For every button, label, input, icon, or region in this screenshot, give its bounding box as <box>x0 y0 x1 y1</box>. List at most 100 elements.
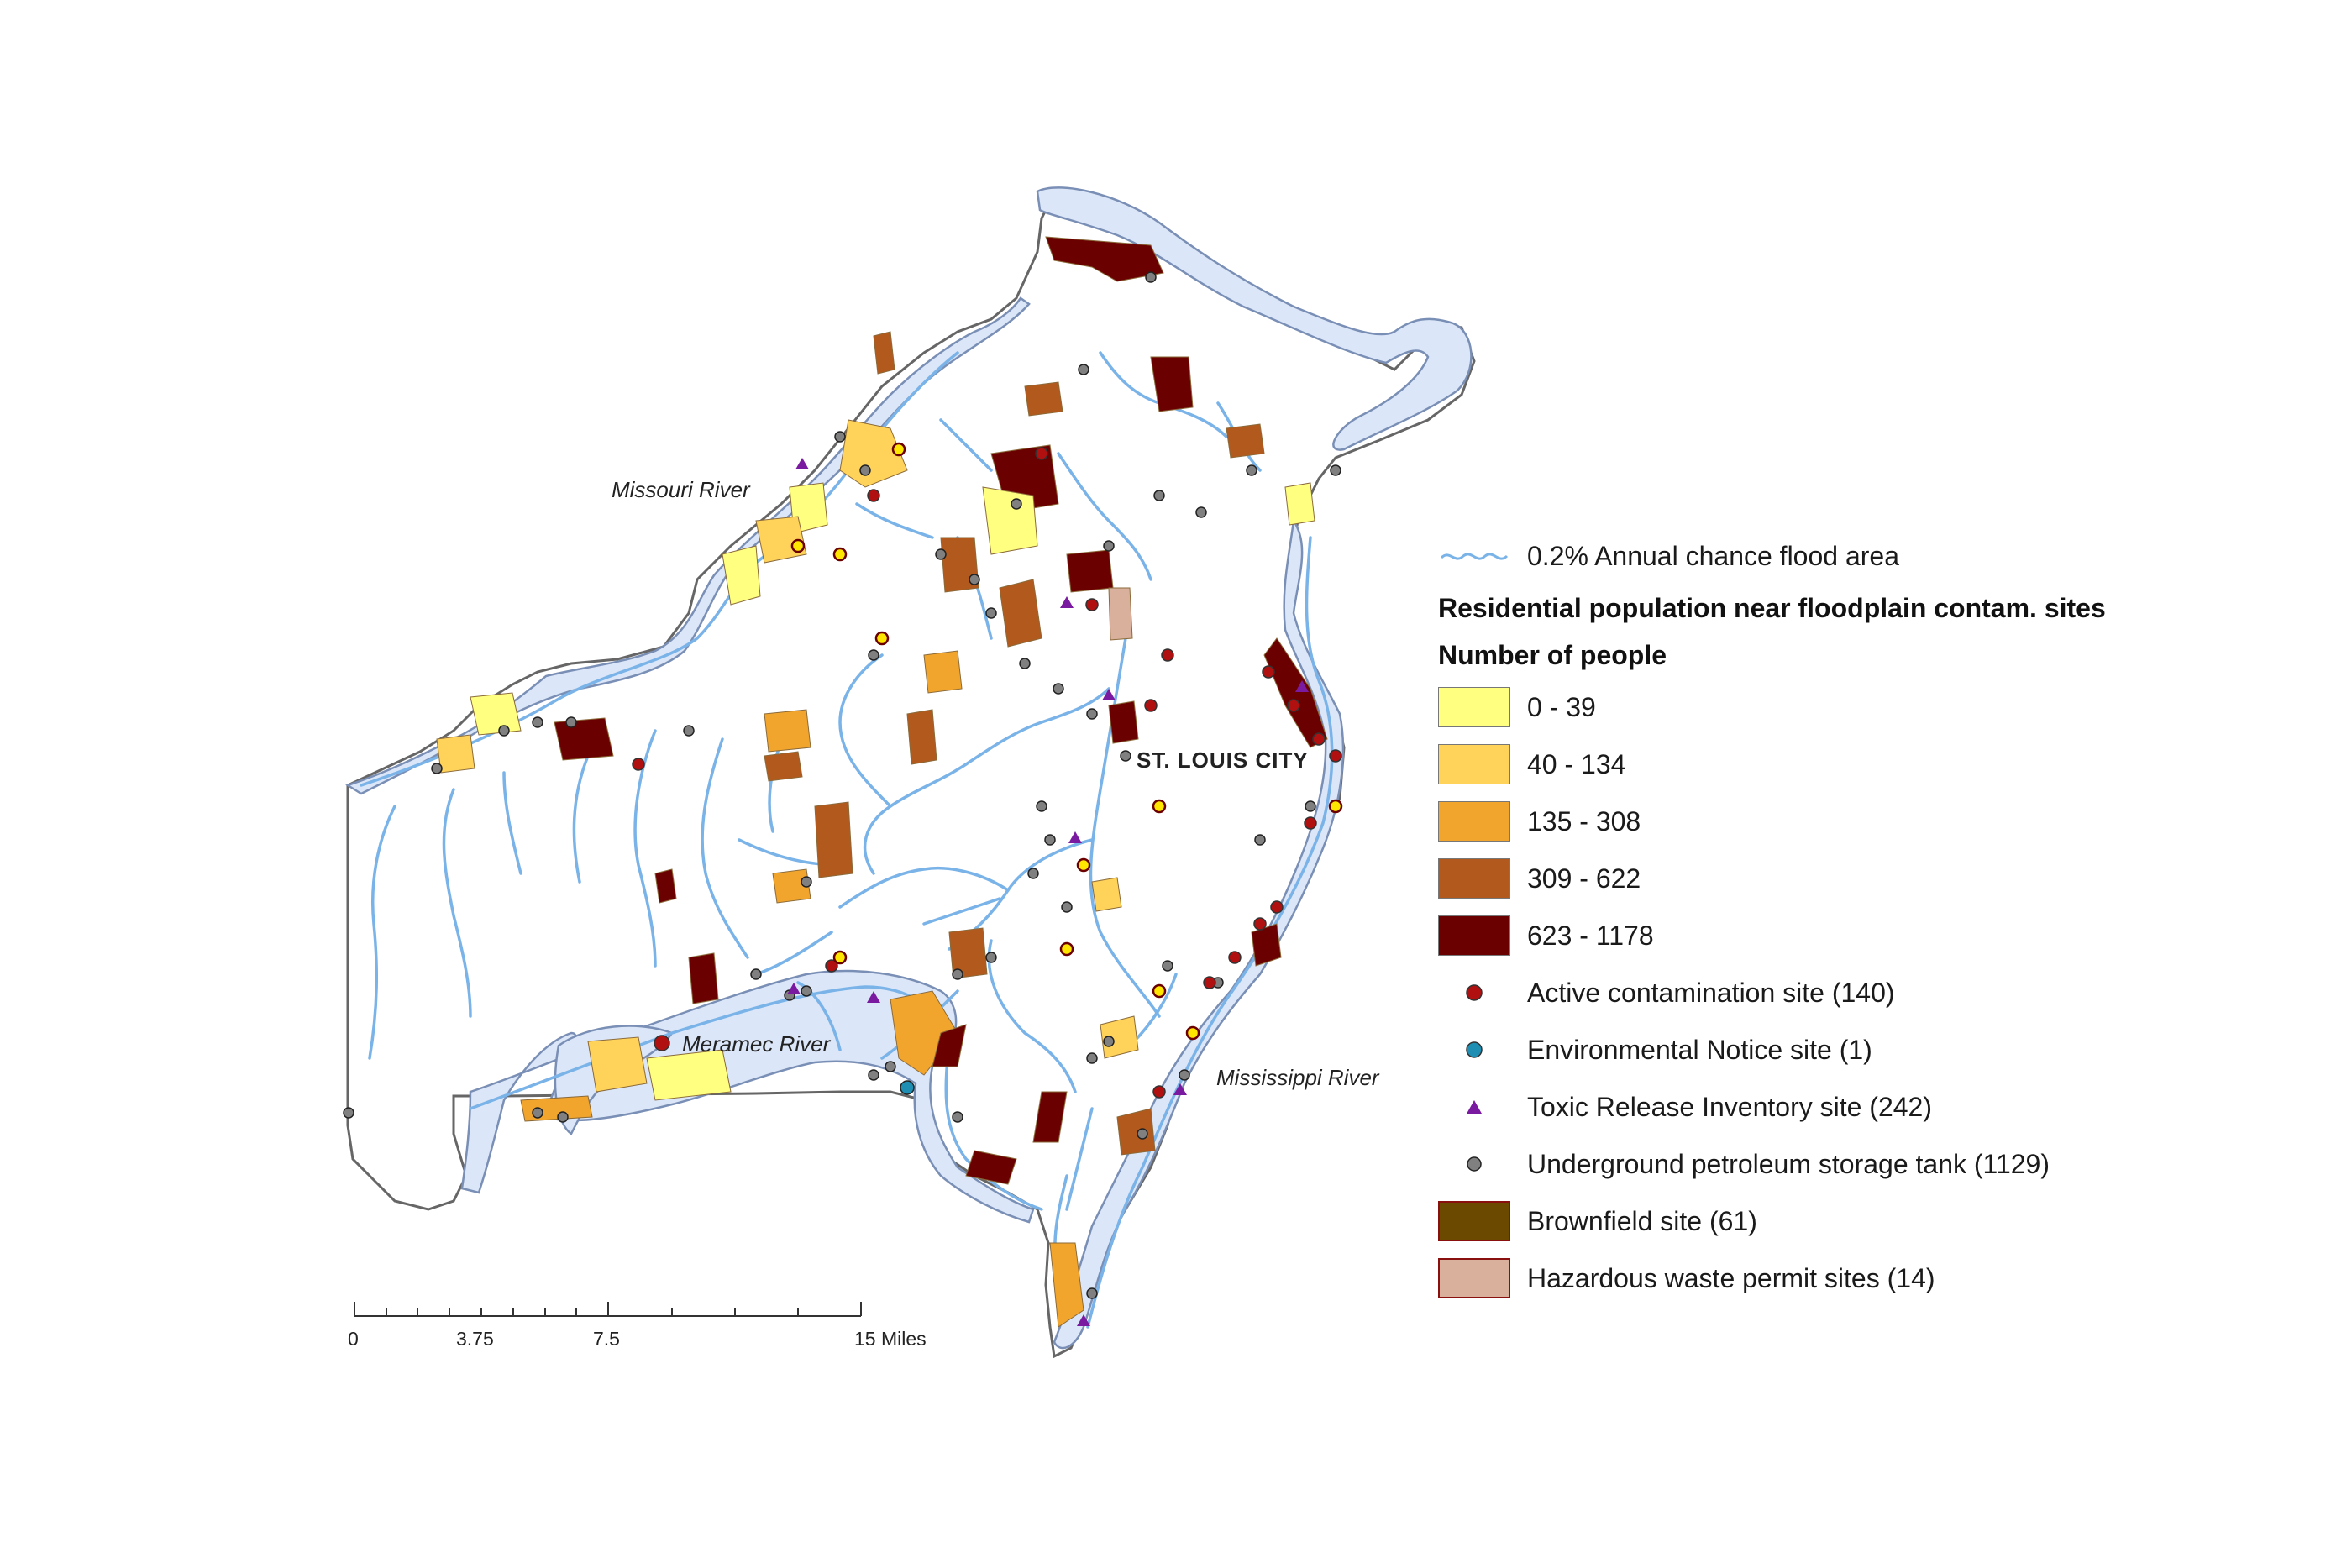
pop-block <box>873 331 895 375</box>
tri-site <box>1173 1083 1187 1095</box>
active-site-icon <box>1438 973 1510 1013</box>
ust-site <box>1179 1069 1190 1081</box>
legend-active-site: Active contamination site (140) <box>1438 964 2320 1021</box>
legend-class-3: 135 - 308 <box>1438 793 2320 850</box>
pop-block <box>814 801 853 878</box>
ust-site <box>1053 683 1064 695</box>
pop-block <box>470 692 522 736</box>
active-site <box>1262 665 1275 679</box>
active-site <box>825 959 838 973</box>
active-site <box>1203 976 1216 989</box>
active-site <box>1228 951 1242 964</box>
legend-swatch <box>1438 858 1510 899</box>
highlighted-site <box>1076 857 1091 873</box>
pop-block <box>999 579 1042 648</box>
ust-site <box>565 716 577 728</box>
scale-tick-0: 0 <box>348 1328 359 1350</box>
active-site <box>1270 900 1284 914</box>
ust-site <box>859 464 871 476</box>
scale-bar <box>354 1302 862 1317</box>
legend-class-5: 623 - 1178 <box>1438 907 2320 964</box>
ust-site <box>952 1111 963 1123</box>
ust-site <box>1246 464 1257 476</box>
pop-block <box>1108 587 1133 641</box>
ust-site <box>801 985 812 997</box>
pop-block <box>965 1150 1017 1185</box>
tri-site <box>795 458 809 469</box>
ust-site <box>532 716 543 728</box>
flood-area-meramec <box>460 969 1035 1224</box>
tri-site <box>867 991 880 1003</box>
ust-site <box>1145 271 1157 283</box>
ust-site <box>885 1061 896 1072</box>
pop-block <box>1024 381 1063 417</box>
highlighted-site <box>891 442 906 457</box>
active-site <box>632 758 645 771</box>
tri-site <box>1295 680 1309 692</box>
flood-area-mississippi <box>1053 517 1345 1350</box>
legend-class-label: 623 - 1178 <box>1527 920 1654 951</box>
active-site <box>1312 732 1326 746</box>
legend-class-1: 0 - 39 <box>1438 679 2320 736</box>
pop-block <box>1226 423 1265 459</box>
scale-tick-3: 15 Miles <box>854 1328 927 1350</box>
scale-tick-1: 3.75 <box>456 1328 494 1350</box>
pop-block <box>1150 356 1194 412</box>
ust-site <box>1103 540 1115 552</box>
missouri-river-label: Missouri River <box>612 477 751 502</box>
tri-site <box>1102 689 1116 700</box>
ust-site <box>952 968 963 980</box>
ust-site <box>868 1069 879 1081</box>
active-site <box>1152 1085 1166 1099</box>
legend-hazwaste: Hazardous waste permit sites (14) <box>1438 1250 2320 1307</box>
legend-subtitle: Number of people <box>1438 639 1667 670</box>
flood-line-icon <box>1438 536 1510 576</box>
legend-swatch <box>1438 744 1510 784</box>
pop-block <box>654 868 677 904</box>
legend-ust-label: Underground petroleum storage tank (1129… <box>1527 1148 2050 1179</box>
active-site <box>867 489 880 502</box>
legend-class-label: 135 - 308 <box>1527 805 1641 836</box>
ust-site <box>801 876 812 888</box>
active-site <box>1144 699 1158 712</box>
pop-block <box>932 1024 967 1067</box>
env-notice-icon <box>1438 1030 1510 1070</box>
highlighted-site <box>874 631 890 646</box>
active-sites <box>632 447 1342 1099</box>
pop-block <box>1045 236 1164 282</box>
legend-flood-area: 0.2% Annual chance flood area <box>1438 527 2320 585</box>
tri-site <box>1068 831 1082 843</box>
pop-block <box>520 1095 593 1122</box>
pop-block <box>688 952 719 1004</box>
tri-site <box>1060 596 1074 608</box>
ust-site <box>1086 1287 1098 1299</box>
highlighted-site <box>832 950 848 965</box>
flood-area-north <box>1036 186 1473 451</box>
ust-site <box>431 763 443 774</box>
ust-site <box>1120 750 1131 762</box>
ust-site <box>1195 506 1207 518</box>
flood-area-missouri <box>345 296 1031 795</box>
ust-site <box>1153 490 1165 501</box>
ust-site <box>1305 800 1316 812</box>
ust-site <box>1103 1036 1115 1047</box>
active-site <box>1287 699 1300 712</box>
pop-block <box>923 650 963 694</box>
legend-class-label: 0 - 39 <box>1527 691 1596 722</box>
legend-swatch <box>1438 801 1510 842</box>
pop-block <box>948 927 988 979</box>
legend-title: Residential population near floodplain c… <box>1438 592 2106 623</box>
ust-site <box>498 725 510 737</box>
ust-site <box>985 952 997 963</box>
ust-icon <box>1438 1144 1510 1184</box>
pop-block <box>1066 549 1114 593</box>
ust-site <box>985 607 997 619</box>
pop-block <box>1091 877 1122 912</box>
active-site <box>1253 917 1267 931</box>
meramec-river-label: Meramec River <box>682 1031 832 1057</box>
legend-hazwaste-label: Hazardous waste permit sites (14) <box>1527 1262 1935 1293</box>
active-site <box>654 1035 670 1051</box>
legend-swatch <box>1438 915 1510 956</box>
active-site <box>1329 749 1342 763</box>
tri-icon <box>1438 1087 1510 1127</box>
